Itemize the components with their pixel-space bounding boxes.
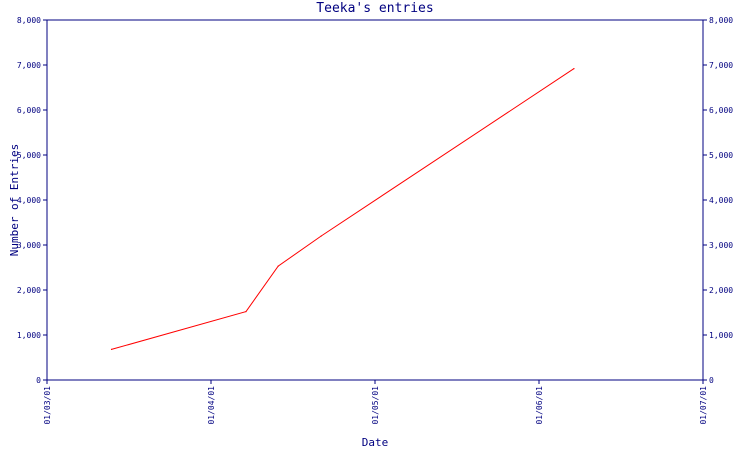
y-tick-label-left: 2,000 [17, 286, 41, 295]
y-tick-label-right: 1,000 [709, 331, 733, 340]
x-tick-label: 01/05/01 [371, 386, 380, 425]
x-axis-label: Date [361, 436, 389, 449]
chart-title: Teeka's entries [316, 1, 434, 16]
y-tick-label-right: 0 [709, 376, 714, 385]
data-point [573, 68, 575, 70]
series-line [111, 68, 575, 350]
y-tick-label-right: 4,000 [709, 196, 733, 205]
y-tick-label-left: 0 [36, 376, 41, 385]
data-point [245, 311, 247, 313]
y-tick-label-left: 7,000 [17, 61, 41, 70]
y-tick-label-left: 1,000 [17, 331, 41, 340]
y-tick-label-right: 5,000 [709, 151, 733, 160]
data-point [320, 235, 322, 237]
y-tick-label-right: 3,000 [709, 241, 733, 250]
y-tick-label-right: 7,000 [709, 61, 733, 70]
y-tick-label-left: 5,000 [17, 151, 41, 160]
data-point [110, 348, 113, 350]
y-tick-label-right: 6,000 [709, 106, 733, 115]
x-tick-label: 01/03/01 [43, 386, 52, 425]
y-tick-label-right: 2,000 [709, 286, 733, 295]
y-tick-label-left: 8,000 [17, 16, 41, 25]
data-point [277, 265, 279, 267]
x-tick-label: 01/07/01 [699, 386, 708, 425]
y-tick-label-left: 6,000 [17, 106, 41, 115]
y-tick-label-left: 4,000 [17, 196, 41, 205]
y-tick-label-left: 3,000 [17, 241, 41, 250]
x-tick-label: 01/06/01 [535, 386, 544, 425]
y-tick-label-right: 8,000 [709, 16, 733, 25]
x-tick-label: 01/04/01 [207, 386, 216, 425]
